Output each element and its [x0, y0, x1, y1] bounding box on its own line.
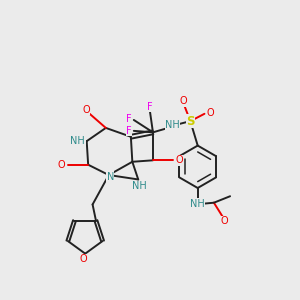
- Text: NH: NH: [165, 120, 180, 130]
- Text: H: H: [75, 137, 82, 146]
- Text: O: O: [221, 216, 228, 226]
- Text: NH: NH: [190, 199, 205, 209]
- Text: N: N: [76, 136, 83, 146]
- Text: O: O: [180, 96, 188, 106]
- Text: O: O: [82, 105, 90, 115]
- Text: F: F: [126, 114, 132, 124]
- Text: O: O: [58, 160, 65, 170]
- Text: NH: NH: [132, 181, 147, 191]
- Text: O: O: [80, 254, 88, 264]
- Text: F: F: [126, 126, 132, 136]
- Text: F: F: [148, 102, 153, 112]
- Text: S: S: [186, 115, 195, 128]
- Text: N: N: [106, 172, 114, 182]
- Text: O: O: [206, 108, 214, 118]
- Text: NH: NH: [70, 136, 85, 146]
- Text: O: O: [175, 155, 183, 165]
